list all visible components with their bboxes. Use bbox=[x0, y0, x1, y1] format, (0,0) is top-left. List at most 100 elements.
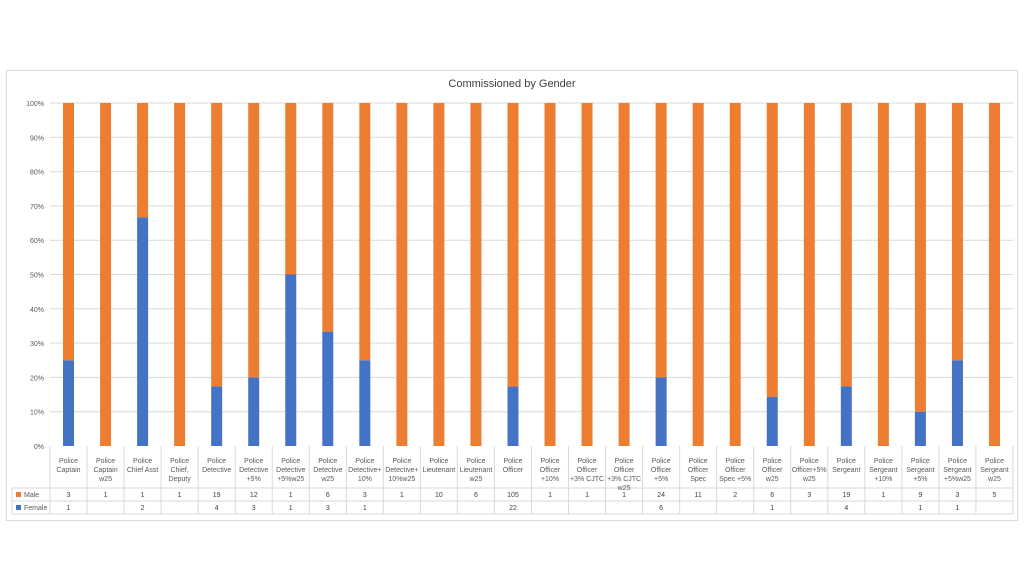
data-label-female: 3 bbox=[326, 505, 330, 512]
x-tick-label: Police bbox=[318, 458, 337, 465]
data-label-female: 1 bbox=[918, 505, 922, 512]
x-tick-label: Sergeant bbox=[980, 467, 1008, 474]
x-tick-label: Chief Asst bbox=[127, 467, 159, 474]
x-tick-label: w25 bbox=[987, 476, 1001, 483]
bar-female bbox=[248, 377, 260, 446]
x-tick-label: +5%w25 bbox=[277, 476, 304, 483]
bar-female bbox=[655, 377, 667, 446]
data-label-male: 3 bbox=[67, 492, 71, 499]
bar-male bbox=[803, 103, 815, 446]
x-tick-label: Detective bbox=[313, 467, 342, 474]
x-tick-label: +3% CJTC bbox=[607, 476, 641, 483]
bar-male bbox=[211, 103, 223, 387]
x-tick-label: Officer bbox=[651, 467, 672, 474]
x-tick-label: Chief, bbox=[170, 467, 188, 474]
data-label-female: 2 bbox=[141, 505, 145, 512]
x-tick-label: +5% bbox=[654, 476, 668, 483]
bar-female bbox=[951, 360, 963, 446]
bar-male bbox=[137, 103, 149, 218]
data-label-female: 6 bbox=[659, 505, 663, 512]
x-tick-label: Officer+5% bbox=[792, 467, 827, 474]
bar-male bbox=[951, 103, 963, 361]
x-tick-label: Police bbox=[578, 458, 597, 465]
data-label-male: 19 bbox=[213, 492, 221, 499]
x-tick-label: +5%w25 bbox=[944, 476, 971, 483]
y-tick-label: 10% bbox=[30, 410, 44, 417]
x-tick-label: Police bbox=[948, 458, 967, 465]
x-tick-label: Sergeant bbox=[869, 467, 897, 474]
x-tick-label: Officer bbox=[688, 467, 709, 474]
bar-male bbox=[692, 103, 704, 446]
data-label-male: 3 bbox=[363, 492, 367, 499]
bar-female bbox=[137, 217, 149, 446]
data-label-male: 1 bbox=[104, 492, 108, 499]
x-tick-label: +10% bbox=[874, 476, 892, 483]
y-tick-label: 90% bbox=[30, 135, 44, 142]
y-tick-label: 100% bbox=[26, 101, 44, 108]
x-tick-label: Detective+ bbox=[348, 467, 381, 474]
x-tick-label: Police bbox=[244, 458, 263, 465]
x-tick-label: 10% bbox=[358, 476, 372, 483]
bar-male bbox=[63, 103, 75, 361]
bar-male bbox=[507, 103, 519, 387]
data-label-male: 1 bbox=[548, 492, 552, 499]
data-label-female: 22 bbox=[509, 505, 517, 512]
x-tick-label: Police bbox=[133, 458, 152, 465]
data-label-male: 1 bbox=[881, 492, 885, 499]
x-tick-label: Police bbox=[615, 458, 634, 465]
x-tick-label: Officer bbox=[577, 467, 598, 474]
data-label-male: 1 bbox=[178, 492, 182, 499]
x-tick-label: Captain bbox=[56, 467, 80, 474]
x-tick-label: Police bbox=[466, 458, 485, 465]
y-tick-label: 30% bbox=[30, 341, 44, 348]
data-label-female: 1 bbox=[363, 505, 367, 512]
x-tick-label: Police bbox=[96, 458, 115, 465]
x-tick-label: Detective bbox=[202, 467, 231, 474]
bar-male bbox=[433, 103, 445, 446]
x-tick-label: Officer bbox=[762, 467, 783, 474]
x-tick-label: Police bbox=[59, 458, 78, 465]
y-tick-label: 80% bbox=[30, 170, 44, 177]
bar-male bbox=[581, 103, 593, 446]
bar-male bbox=[470, 103, 482, 446]
bar-female bbox=[507, 386, 519, 446]
x-tick-label: Sergeant bbox=[832, 467, 860, 474]
data-label-male: 1 bbox=[622, 492, 626, 499]
data-label-male: 6 bbox=[474, 492, 478, 499]
x-tick-label: Officer bbox=[540, 467, 561, 474]
bar-male bbox=[100, 103, 112, 446]
x-tick-label: Sergeant bbox=[906, 467, 934, 474]
x-tick-label: Spec bbox=[690, 476, 706, 483]
x-tick-label: Police bbox=[392, 458, 411, 465]
data-label-male: 105 bbox=[507, 492, 519, 499]
bars bbox=[63, 103, 1000, 446]
x-tick-label: 10%w25 bbox=[388, 476, 415, 483]
bar-male bbox=[359, 103, 371, 361]
x-tick-label: w25 bbox=[469, 476, 483, 483]
data-label-female: 1 bbox=[955, 505, 959, 512]
x-tick-label: Police bbox=[985, 458, 1004, 465]
x-tick-label: +10% bbox=[541, 476, 559, 483]
y-tick-label: 20% bbox=[30, 375, 44, 382]
x-tick-label: Police bbox=[540, 458, 559, 465]
bar-male bbox=[914, 103, 926, 412]
bar-female bbox=[766, 397, 778, 446]
bar-male bbox=[840, 103, 852, 387]
bar-male bbox=[877, 103, 889, 446]
data-label-male: 5 bbox=[993, 492, 997, 499]
data-label-male: 1 bbox=[400, 492, 404, 499]
data-label-male: 10 bbox=[435, 492, 443, 499]
chart-title: Commissioned by Gender bbox=[448, 78, 576, 90]
data-label-male: 12 bbox=[250, 492, 258, 499]
x-tick-label: Police bbox=[652, 458, 671, 465]
x-tick-label: Lieutenant bbox=[423, 467, 456, 474]
bar-male bbox=[544, 103, 556, 446]
x-tick-label: Police bbox=[170, 458, 189, 465]
bar-female bbox=[914, 411, 926, 446]
x-tick-label: w25 bbox=[802, 476, 816, 483]
x-tick-label: Police bbox=[207, 458, 226, 465]
bar-male bbox=[248, 103, 260, 378]
bar-male bbox=[988, 103, 1000, 446]
bar-male bbox=[174, 103, 186, 446]
